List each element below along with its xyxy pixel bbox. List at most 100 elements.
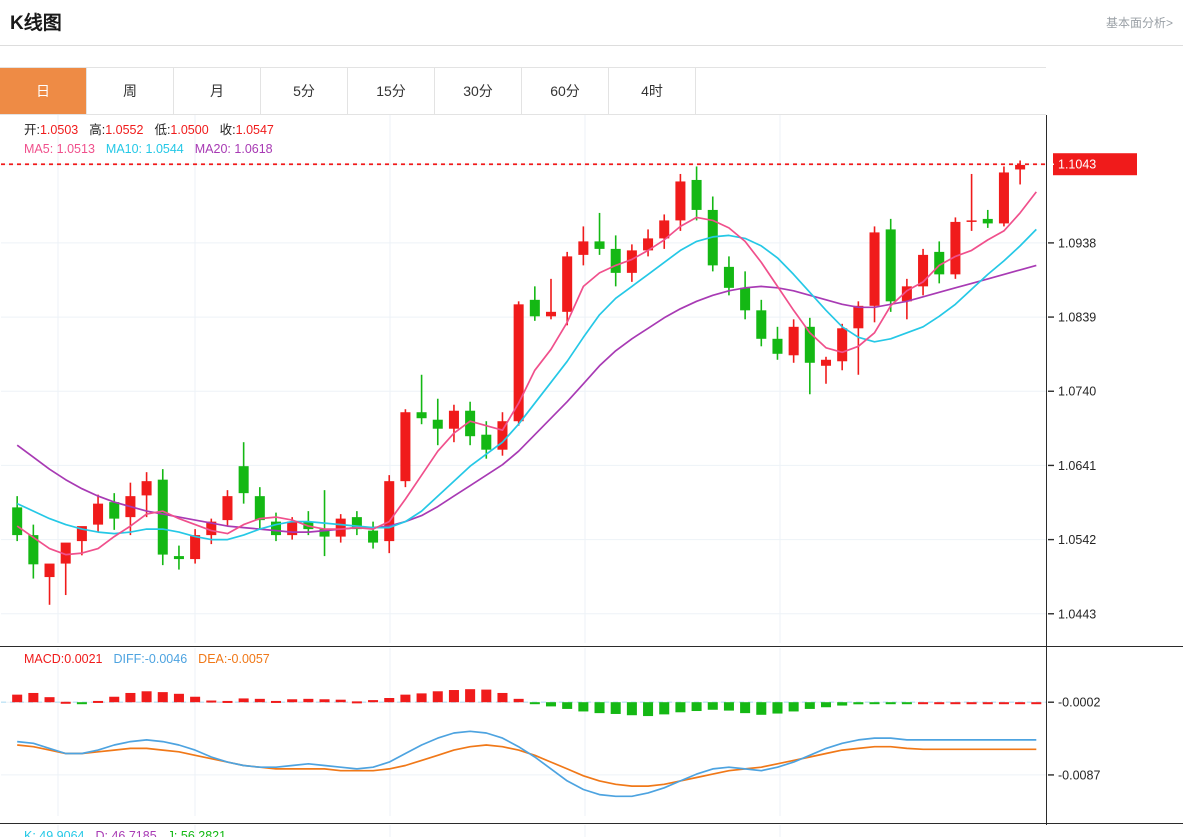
candle-48[interactable] — [788, 319, 799, 363]
candle-31[interactable] — [513, 301, 524, 426]
price-tick-label: 1.0443 — [1058, 607, 1096, 621]
main-plot — [1, 115, 1046, 643]
candle-5[interactable] — [93, 494, 104, 533]
candle-29[interactable] — [481, 421, 492, 459]
tab-7[interactable]: 4时 — [609, 68, 696, 114]
candle-51[interactable] — [837, 323, 848, 371]
candle-58[interactable] — [950, 217, 961, 279]
candle-61[interactable] — [998, 166, 1009, 227]
page-header: K线图 基本面分析> — [0, 0, 1183, 46]
kdj-svg[interactable] — [0, 825, 1183, 837]
macd-bar-62 — [1015, 702, 1026, 705]
fundamental-analysis-link[interactable]: 基本面分析> — [1105, 16, 1173, 30]
candle-27[interactable] — [448, 404, 459, 443]
candle-22[interactable] — [368, 521, 379, 549]
candle-40[interactable] — [659, 214, 670, 249]
candle-33[interactable] — [545, 278, 557, 320]
tab-3[interactable]: 5分 — [261, 68, 348, 114]
candle-body — [643, 238, 654, 251]
macd-svg[interactable]: -0.0002 -0.0087 — [0, 648, 1183, 824]
candle-11[interactable] — [190, 529, 201, 564]
candle-15[interactable] — [254, 487, 265, 530]
candle-37[interactable] — [610, 235, 621, 287]
candle-body — [400, 412, 411, 482]
candle-45[interactable] — [740, 271, 751, 320]
candle-body — [675, 181, 686, 221]
candle-body — [190, 535, 201, 560]
candle-body — [44, 563, 55, 578]
candle-35[interactable] — [578, 226, 589, 266]
macd-bar-13 — [222, 700, 233, 703]
candle-body — [1015, 164, 1026, 170]
tab-label: 日 — [36, 83, 50, 99]
candle-body — [481, 434, 492, 450]
candle-26[interactable] — [432, 398, 443, 446]
candle-36[interactable] — [594, 212, 605, 255]
macd-bar-5 — [93, 700, 104, 703]
macd-bar-34 — [562, 702, 573, 709]
tab-2[interactable]: 月 — [174, 68, 261, 114]
candle-55[interactable] — [901, 278, 912, 320]
price-tick-0: 1.1043 — [1048, 153, 1137, 176]
tab-6[interactable]: 60分 — [522, 68, 609, 114]
tab-1[interactable]: 周 — [87, 68, 174, 114]
macd-bar-18 — [303, 698, 314, 703]
candle-8[interactable] — [141, 472, 152, 518]
price-tick-label: 1.0839 — [1058, 311, 1096, 325]
candle-14[interactable] — [238, 442, 249, 504]
tab-4[interactable]: 15分 — [348, 68, 435, 114]
macd-bar-2 — [44, 697, 55, 703]
candle-42[interactable] — [691, 166, 702, 221]
candle-44[interactable] — [723, 256, 734, 296]
candle-30[interactable] — [497, 412, 508, 456]
candle-50[interactable] — [820, 356, 832, 384]
candle-54[interactable] — [885, 218, 896, 312]
candle-60[interactable] — [982, 209, 993, 228]
tab-label: 15分 — [376, 83, 406, 99]
candle-1[interactable] — [28, 524, 39, 579]
kdj-panel[interactable]: K: 49.9064 D: 46.7185 J: 56.2821 — [0, 825, 1183, 837]
candle-59[interactable] — [966, 173, 977, 231]
candle-7[interactable] — [125, 482, 136, 536]
macd-bar-31 — [513, 698, 524, 703]
candle-13[interactable] — [222, 490, 233, 527]
macd-bar-43 — [707, 702, 718, 710]
tab-label: 5分 — [293, 83, 315, 99]
candle-32[interactable] — [529, 286, 540, 321]
candle-body — [950, 221, 961, 275]
candle-43[interactable] — [707, 196, 718, 272]
candle-2[interactable] — [44, 563, 55, 605]
macd-bar-25 — [416, 693, 427, 703]
candle-body — [853, 305, 864, 329]
candle-38[interactable] — [626, 244, 637, 282]
macd-bar-6 — [109, 696, 120, 703]
candle-28[interactable] — [465, 401, 476, 446]
candle-9[interactable] — [157, 469, 168, 566]
candle-25[interactable] — [416, 374, 427, 425]
candle-39[interactable] — [643, 229, 654, 257]
candle-53[interactable] — [869, 226, 880, 323]
candle-0[interactable] — [12, 496, 23, 542]
candle-4[interactable] — [76, 526, 87, 556]
candle-47[interactable] — [772, 326, 783, 360]
tab-5[interactable]: 30分 — [435, 68, 522, 114]
candle-21[interactable] — [351, 511, 362, 536]
candle-3[interactable] — [60, 542, 71, 596]
macd-bar-33 — [545, 702, 557, 707]
candlestick-panel[interactable]: 1.1043 1.0938 1.0839 1.0740 1.0641 1.0542 1.04… — [0, 115, 1183, 647]
tab-0[interactable]: 日 — [0, 68, 87, 114]
candle-49[interactable] — [804, 317, 815, 395]
macd-bar-27 — [448, 690, 459, 703]
candle-10[interactable] — [173, 545, 184, 570]
tab-label: 周 — [123, 83, 137, 99]
candle-34[interactable] — [562, 251, 573, 326]
candle-56[interactable] — [918, 248, 929, 296]
candle-57[interactable] — [934, 241, 945, 284]
candle-24[interactable] — [400, 409, 411, 488]
candle-6[interactable] — [109, 493, 120, 530]
candlestick-svg[interactable]: 1.1043 1.0938 1.0839 1.0740 1.0641 1.0542 1.04… — [0, 115, 1183, 647]
candle-46[interactable] — [756, 299, 767, 347]
candle-41[interactable] — [675, 173, 686, 231]
macd-panel[interactable]: -0.0002 -0.0087 MACD:0.0021 DIFF:-0.0046 DE… — [0, 648, 1183, 824]
candle-23[interactable] — [384, 475, 395, 554]
